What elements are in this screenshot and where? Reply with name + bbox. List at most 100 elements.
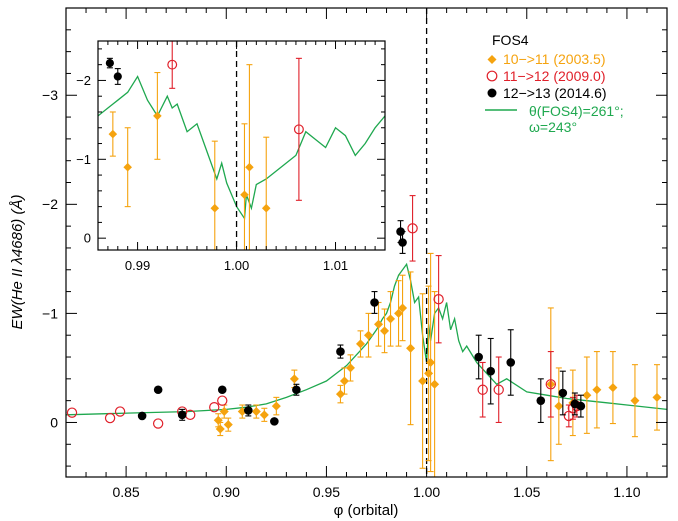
orange-diamond-marker xyxy=(487,55,497,64)
main-x-tick-label: 1.10 xyxy=(613,484,640,500)
main-data-point xyxy=(66,407,78,418)
main-data-point xyxy=(251,404,261,419)
diamond-marker xyxy=(426,357,436,367)
diamond-marker xyxy=(108,129,118,139)
diamond-marker xyxy=(418,376,428,386)
diamond-marker xyxy=(289,374,299,384)
main-x-tick-label: 0.90 xyxy=(213,484,240,500)
main-data-point xyxy=(153,385,163,395)
main-data-point xyxy=(104,412,116,424)
inset-data-layer xyxy=(98,41,385,250)
inset-data-point xyxy=(210,140,220,250)
main-x-tick-label: 1.05 xyxy=(513,484,540,500)
diamond-marker xyxy=(251,407,261,417)
main-data-point xyxy=(394,280,404,347)
main-data-point xyxy=(219,404,229,419)
filled-circle-marker xyxy=(113,72,122,81)
open-circle-marker xyxy=(66,407,78,418)
diamond-marker xyxy=(335,389,345,399)
main-data-point xyxy=(339,367,349,395)
inset-data-point xyxy=(240,123,249,250)
main-data-point xyxy=(398,231,407,254)
legend-entry-series-1: 10−>11 (2003.5) xyxy=(487,51,606,67)
x-axis-label: φ (orbital) xyxy=(334,502,399,519)
main-data-point xyxy=(292,383,301,396)
diamond-marker xyxy=(223,420,233,430)
filled-circle-marker xyxy=(474,352,483,362)
legend-series-1-label: 10−>11 (2003.5) xyxy=(503,51,606,67)
open-circle-marker xyxy=(114,406,126,417)
filled-circle-marker xyxy=(576,401,586,411)
main-data-point xyxy=(426,252,436,473)
main-data-point xyxy=(493,356,504,424)
main-data-point xyxy=(152,418,164,429)
filled-circle-marker xyxy=(137,411,147,421)
main-x-tick-label: 1.00 xyxy=(413,484,440,500)
inset-background xyxy=(98,41,385,250)
main-data-point xyxy=(335,384,345,404)
legend-title: FOS4 xyxy=(492,32,529,48)
main-data-point xyxy=(592,351,602,429)
main-y-tick-label: 0 xyxy=(50,414,58,430)
main-y-tick-label: −2 xyxy=(42,196,58,212)
filled-circle-marker xyxy=(244,406,253,415)
main-data-point xyxy=(336,344,345,359)
main-y-tick-label: −1 xyxy=(42,305,58,321)
legend-entry-series-3: 12−>13 (2014.6) xyxy=(487,85,607,101)
legend-model-label-line1: θ(FOS4)=261°; xyxy=(529,103,624,119)
main-data-point xyxy=(576,394,586,418)
main-data-point xyxy=(386,291,396,347)
main-data-point xyxy=(114,406,126,417)
legend-entry-model: θ(FOS4)=261°; ω=243° xyxy=(485,103,624,135)
filled-circle-marker xyxy=(105,58,114,68)
main-data-point xyxy=(271,396,281,416)
diamond-marker xyxy=(394,308,404,318)
diamond-marker xyxy=(123,162,132,172)
red-open-circle-marker xyxy=(486,70,498,82)
open-circle-marker xyxy=(477,384,488,395)
main-data-point xyxy=(506,329,516,396)
diamond-marker xyxy=(386,314,396,324)
main-data-point xyxy=(345,354,355,382)
main-data-point xyxy=(558,370,568,416)
diamond-marker xyxy=(219,407,229,417)
filled-circle-marker xyxy=(336,347,345,356)
diamond-marker xyxy=(355,339,365,349)
inset-y-tick-label: −1 xyxy=(76,152,91,167)
main-data-point xyxy=(217,385,227,395)
filled-circle-marker xyxy=(506,358,516,367)
main-plot-area: 0.85 0.90 0.95 1.00 1.05 1.10 0 −1 −2 −3 xyxy=(42,7,668,500)
filled-circle-marker xyxy=(398,238,407,247)
inset-y-tick-label: 0 xyxy=(84,231,91,246)
inset-y-tick-label: −2 xyxy=(76,73,91,88)
inset-frame xyxy=(97,40,386,251)
diamond-marker xyxy=(652,392,662,402)
legend: FOS4 10−>11 (2003.5) 11−>12 (2009.0) 12−… xyxy=(485,32,624,135)
diamond-marker xyxy=(430,379,440,389)
filled-circle-marker xyxy=(486,366,496,376)
diamond-marker xyxy=(582,390,592,400)
main-data-point xyxy=(259,407,269,422)
main-data-point xyxy=(215,421,225,437)
diamond-marker xyxy=(245,162,254,172)
filled-circle-marker xyxy=(217,385,227,395)
inset-x-tick-label: 1.01 xyxy=(323,258,348,273)
inset-data-point xyxy=(245,64,254,250)
main-data-layer xyxy=(66,8,667,477)
diamond-marker xyxy=(339,376,349,386)
open-circle-marker xyxy=(545,379,557,390)
inset-data-point xyxy=(108,111,118,157)
open-circle-marker xyxy=(104,412,116,424)
main-data-point xyxy=(474,334,483,380)
inset-plot-area: 0.99 1.00 1.01 0 −1 −2 xyxy=(76,40,386,273)
main-data-point xyxy=(223,417,233,432)
diamond-marker xyxy=(380,326,390,336)
main-model-line xyxy=(66,262,667,416)
main-data-point xyxy=(433,255,444,344)
main-data-point xyxy=(137,411,147,421)
legend-series-3-label: 12−>13 (2014.6) xyxy=(503,85,607,101)
filled-circle-marker xyxy=(153,385,163,395)
diamond-marker xyxy=(259,410,269,420)
main-data-point xyxy=(406,271,416,426)
diamond-marker xyxy=(608,383,618,393)
